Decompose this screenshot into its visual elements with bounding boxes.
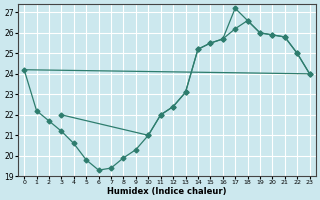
X-axis label: Humidex (Indice chaleur): Humidex (Indice chaleur) bbox=[107, 187, 227, 196]
